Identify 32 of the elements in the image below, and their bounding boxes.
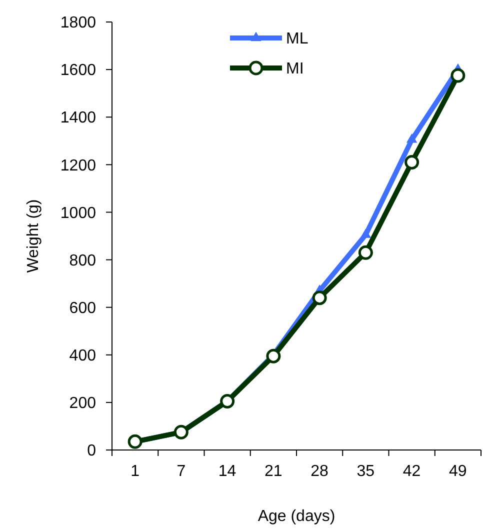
point <box>404 155 420 170</box>
y-axis-title: Weight (g) <box>25 199 42 273</box>
point <box>312 290 327 306</box>
y-tick-label: 1400 <box>60 110 96 127</box>
x-tick-label: 35 <box>356 463 375 480</box>
point <box>128 434 142 449</box>
legend-label: ML <box>286 30 308 48</box>
legend-label: MI <box>286 60 304 78</box>
point <box>360 228 372 238</box>
y-tick-label: 400 <box>69 347 96 364</box>
point <box>174 424 188 440</box>
x-tick-label: 49 <box>449 463 467 480</box>
point <box>450 68 466 83</box>
y-tick-label: 1200 <box>60 157 96 174</box>
x-tick-label: 7 <box>176 463 186 480</box>
x-tick-label: 21 <box>264 463 282 480</box>
x-tick-label: 28 <box>310 463 329 480</box>
point <box>266 348 281 364</box>
y-tick-label: 0 <box>87 442 96 460</box>
point <box>358 245 373 260</box>
y-tick-label: 800 <box>69 252 96 270</box>
point <box>406 133 418 143</box>
x-tick-label: 42 <box>402 463 421 480</box>
y-tick-label: 200 <box>69 395 96 412</box>
x-axis-title: Age (days) <box>258 508 336 525</box>
y-tick-label: 1000 <box>60 204 96 222</box>
x-tick-label: 1 <box>130 463 140 480</box>
y-tick-label: 600 <box>69 300 96 317</box>
y-tick-label: 1800 <box>60 14 96 32</box>
point <box>220 394 235 409</box>
x-tick-label: 14 <box>218 463 236 480</box>
y-tick-label: 1600 <box>60 62 96 80</box>
